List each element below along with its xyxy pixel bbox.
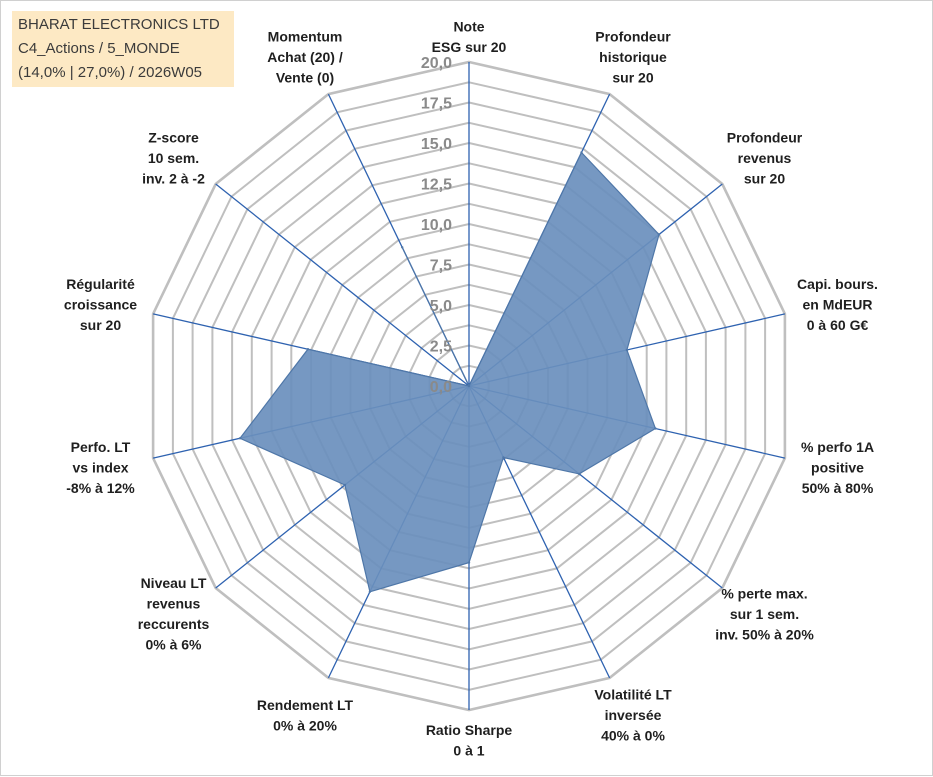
radar-spoke <box>215 183 470 387</box>
data-point <box>625 348 629 352</box>
axis-label-line: 0% à 6% <box>145 637 202 653</box>
axis-label-line: % perte max. <box>721 585 807 601</box>
axis-label-line: historique <box>599 49 667 65</box>
axis-label-line: 0 à 1 <box>453 743 484 759</box>
tick-label: 10,0 <box>421 217 452 234</box>
company-name: BHARAT ELECTRONICS LTD <box>18 16 220 33</box>
axis-label-line: Profondeur <box>595 28 671 44</box>
axis-label-line: sur 20 <box>612 69 653 85</box>
axis-label-line: -8% à 12% <box>66 480 135 496</box>
axis-label-line: Momentum <box>268 28 343 44</box>
data-point <box>580 151 583 154</box>
axis-label-line: ESG sur 20 <box>432 39 507 55</box>
axis-label-line: Profondeur <box>727 130 803 146</box>
axis-label-line: inversée <box>605 707 662 723</box>
axis-label-line: 10 sem. <box>148 150 199 166</box>
data-point <box>467 384 471 388</box>
data-point <box>306 348 310 351</box>
data-point <box>502 456 505 459</box>
axis-label: Régularité croissance sur 20 <box>64 276 137 333</box>
axis-label: Niveau LT revenus reccurents 0% à 6% <box>138 575 210 653</box>
axis-label-line: Note <box>453 19 484 35</box>
tick-label: 2,5 <box>430 339 452 356</box>
axis-label: Ratio Sharpe 0 à 1 <box>426 722 513 759</box>
tick-label: 5,0 <box>430 298 452 315</box>
axis-label-line: Volatilité LT <box>594 687 672 703</box>
period-label: (14,0% | 27,0%) / 2026W05 <box>18 64 202 81</box>
axis-label-line: 50% à 80% <box>802 480 874 496</box>
axis-label: Volatilité LT inversée 40% à 0% <box>594 687 672 744</box>
axis-label-line: reccurents <box>138 616 210 632</box>
tick-label: 0,0 <box>430 379 452 396</box>
axis-label-line: 0% à 20% <box>273 718 337 734</box>
axis-label-line: sur 1 sem. <box>730 606 799 622</box>
portfolio-label: C4_Actions / 5_MONDE <box>18 40 180 57</box>
axis-label: % perte max. sur 1 sem. inv. 50% à 20% <box>715 585 814 642</box>
axis-label-line: Niveau LT <box>141 575 207 591</box>
axis-label-line: Perfo. LT <box>71 439 131 455</box>
tick-label: 20,0 <box>421 55 452 72</box>
data-point <box>578 472 581 476</box>
tick-label: 12,5 <box>421 177 452 194</box>
axis-label: Momentum Achat (20) / Vente (0) <box>267 28 343 85</box>
chart-title-box: BHARAT ELECTRONICS LTD C4_Actions / 5_MO… <box>12 11 234 87</box>
axis-label-line: Régularité <box>66 276 135 292</box>
tick-label: 17,5 <box>421 96 452 113</box>
axis-label-line: inv. 2 à -2 <box>142 171 205 187</box>
axis-label-line: Z-score <box>148 130 199 146</box>
axis-label-line: Vente (0) <box>276 69 334 85</box>
axis-label: Perfo. LT vs index -8% à 12% <box>66 439 135 496</box>
axis-label: Rendement LT 0% à 20% <box>257 697 354 734</box>
axis-label-line: positive <box>811 459 864 475</box>
data-point <box>401 246 404 249</box>
data-point <box>368 590 372 593</box>
data-point <box>343 483 347 487</box>
axis-label-line: Achat (20) / <box>267 49 343 65</box>
axis-label-line: inv. 50% à 20% <box>715 626 814 642</box>
axis-label-line: % perfo 1A <box>801 439 874 455</box>
axis-label: Profondeur revenus sur 20 <box>727 130 803 187</box>
axis-label: Capi. bours. en MdEUR 0 à 60 G€ <box>797 276 878 333</box>
data-point <box>657 233 661 236</box>
axis-label-line: Capi. bours. <box>797 276 878 292</box>
axis-label: % perfo 1A positive 50% à 80% <box>801 439 874 496</box>
axis-label: Z-score 10 sem. inv. 2 à -2 <box>142 130 205 187</box>
data-point <box>654 427 657 430</box>
tick-label: 7,5 <box>430 258 452 275</box>
axis-label-line: 40% à 0% <box>601 728 665 744</box>
axis-label: Note ESG sur 20 <box>432 19 507 56</box>
data-point <box>238 437 242 440</box>
data-point <box>467 561 471 564</box>
axis-label-line: 0 à 60 G€ <box>807 317 869 333</box>
axis-label-line: vs index <box>72 459 128 475</box>
axis-label-line: croissance <box>64 297 137 313</box>
axis-label-line: Ratio Sharpe <box>426 722 513 738</box>
axis-label: Profondeur historique sur 20 <box>595 28 671 85</box>
tick-label: 15,0 <box>421 136 452 153</box>
axis-label-line: Rendement LT <box>257 697 354 713</box>
axis-label-line: revenus <box>147 596 201 612</box>
axis-label-line: sur 20 <box>80 317 121 333</box>
axis-label-line: revenus <box>738 150 792 166</box>
axis-label-line: en MdEUR <box>803 297 873 313</box>
axis-label-line: sur 20 <box>744 171 785 187</box>
